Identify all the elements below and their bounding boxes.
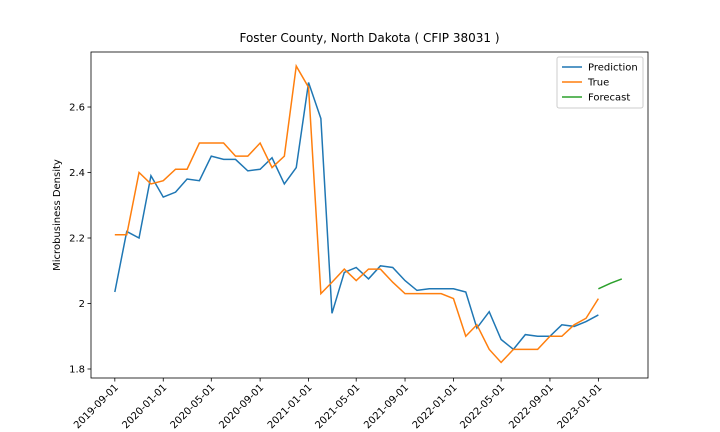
legend-label: Forecast bbox=[588, 93, 630, 104]
series-line bbox=[114, 63, 600, 364]
chart-title: Foster County, North Dakota ( CFIP 38031… bbox=[239, 31, 499, 45]
y-tick-label: 2.4 bbox=[69, 168, 85, 179]
y-tick-label: 2.2 bbox=[69, 234, 85, 245]
y-axis-label: Microbusiness Density bbox=[52, 159, 63, 271]
series-line bbox=[598, 278, 623, 290]
legend-label: True bbox=[587, 78, 609, 89]
y-tick-label: 2 bbox=[79, 299, 85, 310]
y-tick-label: 1.8 bbox=[69, 364, 85, 375]
legend-label: Prediction bbox=[588, 63, 638, 74]
y-tick-label: 2.6 bbox=[69, 103, 85, 114]
legend-box bbox=[556, 56, 644, 109]
series-line bbox=[114, 82, 599, 351]
plot-frame bbox=[90, 51, 649, 379]
